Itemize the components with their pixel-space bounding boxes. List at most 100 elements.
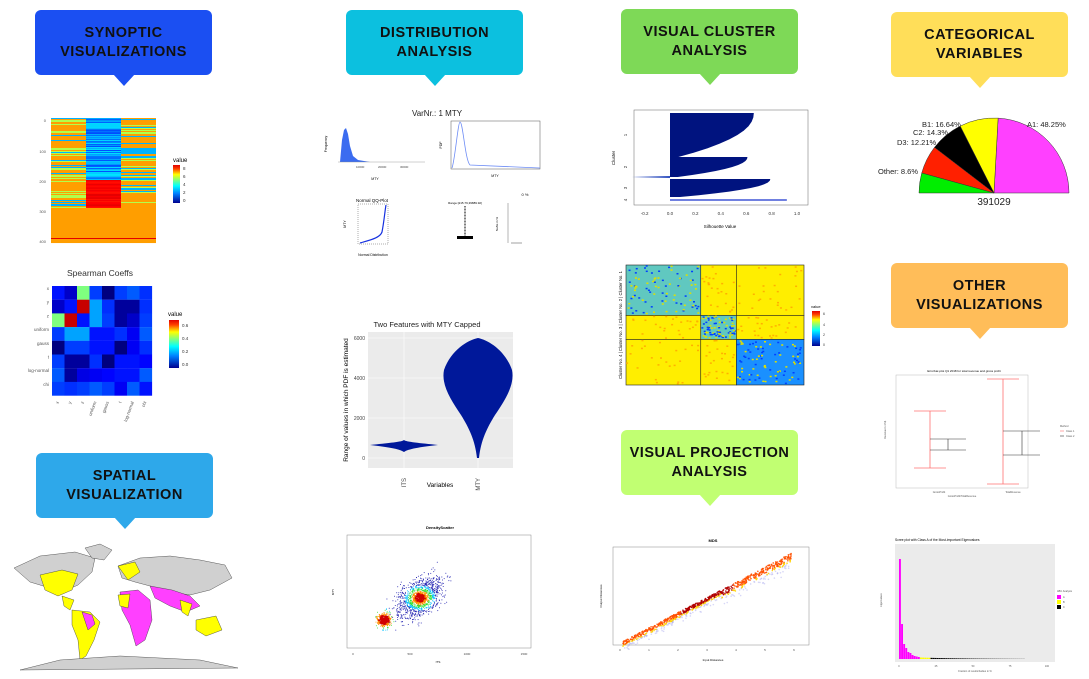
heatmap-cell bbox=[86, 206, 121, 208]
mds-point bbox=[700, 604, 703, 607]
heatmap-cell bbox=[51, 148, 86, 150]
scatter-point bbox=[429, 579, 431, 581]
scatter-point bbox=[423, 600, 426, 603]
scatter-point bbox=[410, 586, 412, 588]
scatter-point bbox=[406, 602, 408, 604]
cluster-cell bbox=[710, 333, 713, 336]
density-scatter-title: DensityScatter bbox=[426, 525, 454, 530]
scatter-point bbox=[411, 605, 413, 607]
heatmap-cell bbox=[51, 161, 86, 163]
spearman-cell bbox=[139, 313, 153, 328]
spearman-cell bbox=[102, 327, 115, 341]
heatmap-cell bbox=[86, 122, 121, 124]
cluster-cell bbox=[672, 318, 675, 320]
spearman-cell bbox=[102, 340, 115, 355]
heatmap-cell bbox=[121, 153, 156, 155]
scatter-point bbox=[396, 612, 398, 614]
mds-point bbox=[695, 607, 697, 609]
heatmap-cell bbox=[121, 207, 156, 209]
heatmap-cell bbox=[51, 186, 86, 188]
scatter-point bbox=[414, 581, 416, 583]
cluster-cell bbox=[703, 280, 706, 283]
silhouette-plot-area bbox=[633, 109, 809, 206]
cluster-cell bbox=[626, 362, 629, 364]
cluster-cell bbox=[731, 319, 734, 322]
cluster-cell bbox=[685, 274, 688, 276]
heatmap-cell bbox=[121, 201, 156, 203]
spearman-cell bbox=[102, 313, 115, 328]
x-tick: 50 bbox=[972, 665, 975, 668]
heatmap-cell bbox=[51, 178, 86, 180]
heatmap-cell bbox=[121, 224, 156, 226]
heatmap-cell bbox=[51, 133, 86, 135]
heatmap-cell bbox=[86, 175, 121, 177]
scatter-point bbox=[441, 590, 443, 592]
callout-other-visualizations: OTHER VISUALIZATIONS bbox=[891, 263, 1068, 339]
heatmap-cell bbox=[51, 145, 86, 147]
scatter-point bbox=[397, 615, 399, 617]
scatter-point bbox=[378, 615, 381, 618]
mds-point bbox=[641, 637, 643, 639]
mds-point bbox=[771, 569, 774, 572]
cluster-cell bbox=[752, 293, 755, 296]
mds-point bbox=[738, 589, 741, 591]
heatmap-cell bbox=[86, 184, 121, 186]
legend-tick: 2 bbox=[183, 190, 186, 195]
cluster-cell bbox=[799, 362, 802, 364]
heatmap-cell bbox=[51, 234, 86, 236]
mds-point bbox=[655, 630, 658, 632]
y-tick: 6000 bbox=[354, 336, 365, 342]
scree-bar bbox=[922, 657, 924, 659]
heatmap-cell bbox=[86, 152, 121, 154]
mds-point bbox=[771, 566, 774, 568]
scree-bar bbox=[934, 657, 937, 659]
scatter-point bbox=[437, 589, 439, 591]
mds-point bbox=[674, 617, 677, 619]
cluster-cell bbox=[692, 301, 695, 303]
spearman-cell bbox=[102, 368, 115, 382]
cluster-cell bbox=[663, 330, 666, 332]
scatter-point bbox=[430, 598, 432, 600]
mds-point bbox=[748, 575, 750, 577]
mds-point bbox=[632, 642, 634, 645]
cluster-cell bbox=[631, 345, 634, 347]
cluster-cell bbox=[727, 332, 730, 334]
mds-point bbox=[764, 571, 767, 574]
scatter-point bbox=[386, 616, 389, 618]
mds-point bbox=[669, 618, 671, 620]
cluster-cell bbox=[672, 299, 675, 301]
scree-bar bbox=[903, 644, 906, 659]
spearman-cell bbox=[52, 286, 65, 300]
scatter-point bbox=[437, 583, 439, 585]
scatter-point bbox=[407, 584, 409, 586]
cluster-cell bbox=[689, 320, 692, 323]
scatter-point bbox=[422, 587, 424, 589]
scatter-point bbox=[398, 596, 400, 598]
spearman-cell bbox=[52, 313, 65, 328]
cluster-cell bbox=[718, 326, 721, 329]
cluster-cell bbox=[631, 312, 634, 314]
mds-point bbox=[731, 593, 733, 596]
heatmap-cell bbox=[51, 225, 86, 227]
spearman-cell bbox=[127, 381, 140, 396]
cluster-cell bbox=[680, 321, 683, 323]
cluster-cell bbox=[679, 277, 682, 280]
x-tick: TotalRevenue bbox=[1005, 491, 1021, 494]
heatmap-cell bbox=[51, 177, 86, 179]
mds-point bbox=[653, 629, 655, 632]
scatter-point bbox=[411, 616, 413, 618]
mds-point bbox=[765, 565, 768, 568]
cluster-cell bbox=[775, 380, 778, 383]
spearman-cell bbox=[89, 313, 103, 328]
heatmap-cell bbox=[51, 144, 86, 146]
heatmap-cell bbox=[51, 223, 86, 225]
scatter-point bbox=[421, 607, 423, 609]
cluster-cell bbox=[800, 269, 803, 272]
scatter-point bbox=[418, 584, 420, 586]
scatter-point bbox=[444, 603, 446, 605]
heatmap-cell bbox=[121, 237, 156, 239]
scatter-point bbox=[409, 614, 411, 616]
scatter-point bbox=[423, 591, 425, 593]
cluster-cell bbox=[712, 332, 715, 334]
legend-tick: 6 bbox=[183, 174, 186, 179]
